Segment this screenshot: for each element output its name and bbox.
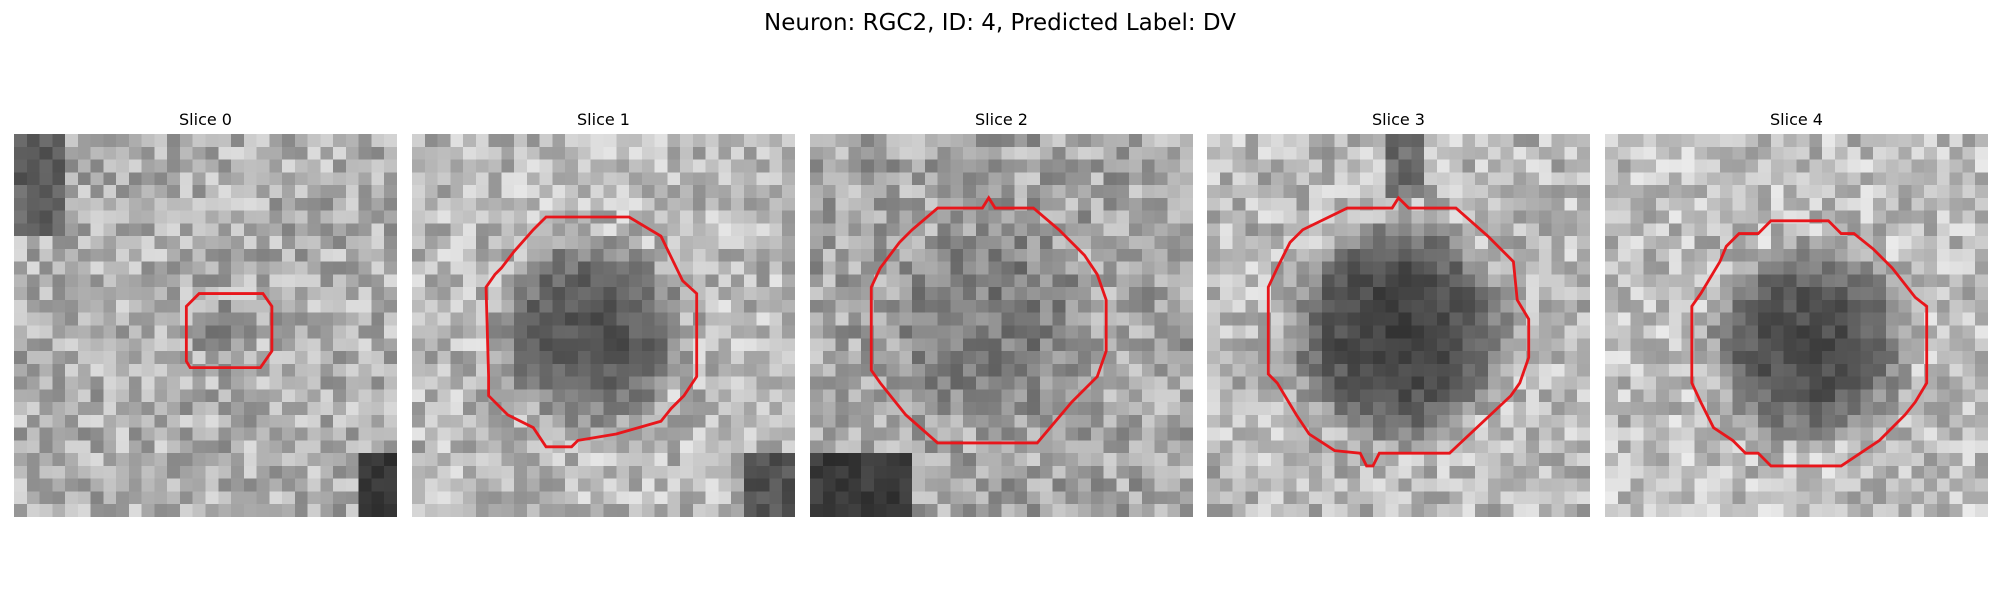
slice-panel-0: Slice 0 bbox=[14, 110, 397, 517]
slice-image bbox=[810, 134, 1193, 517]
slice-title: Slice 0 bbox=[179, 110, 232, 129]
slice-panel-3: Slice 3 bbox=[1207, 110, 1590, 517]
slice-title: Slice 1 bbox=[577, 110, 630, 129]
figure-title: Neuron: RGC2, ID: 4, Predicted Label: DV bbox=[764, 10, 1236, 36]
cell-contour bbox=[1690, 219, 1929, 468]
slice-panel-4: Slice 4 bbox=[1605, 110, 1988, 517]
slice-image bbox=[1605, 134, 1988, 517]
slice-title: Slice 2 bbox=[975, 110, 1028, 129]
slice-title: Slice 4 bbox=[1770, 110, 1823, 129]
cell-contour bbox=[869, 195, 1108, 445]
cell-contour bbox=[184, 292, 274, 370]
cell-contour bbox=[484, 215, 699, 449]
microscopy-image bbox=[1605, 134, 1988, 517]
microscopy-image bbox=[810, 134, 1193, 517]
slice-image bbox=[1207, 134, 1590, 517]
cell-contour bbox=[1266, 195, 1531, 468]
slice-panel-2: Slice 2 bbox=[810, 110, 1193, 517]
slice-panel-1: Slice 1 bbox=[412, 110, 795, 517]
microscopy-image bbox=[14, 134, 397, 517]
slice-image bbox=[412, 134, 795, 517]
microscopy-image bbox=[412, 134, 795, 517]
slice-title: Slice 3 bbox=[1372, 110, 1425, 129]
slice-image bbox=[14, 134, 397, 517]
